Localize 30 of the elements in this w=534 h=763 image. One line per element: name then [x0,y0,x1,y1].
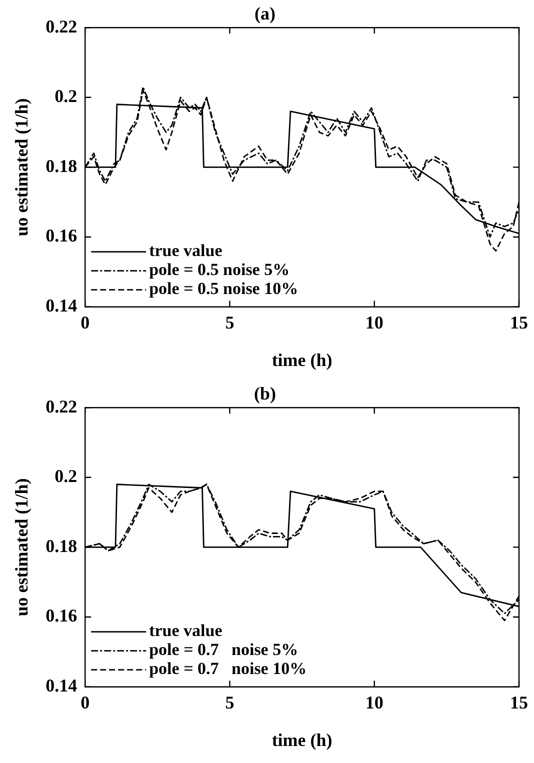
x-tick-label: 0 [80,312,90,332]
x-axis-title: time (h) [272,350,332,370]
chart-title: (b) [254,383,276,404]
y-tick-label: 0.14 [46,295,78,316]
x-tick-label: 5 [225,312,234,332]
y-tick-label: 0.2 [54,466,78,486]
y-tick-label: 0.22 [46,16,78,36]
legend-label: pole = 0.7 noise 5% [149,640,298,660]
y-tick-label: 0.14 [46,675,78,696]
y-tick-label: 0.18 [46,156,78,176]
y-tick-label: 0.16 [46,606,78,626]
legend-label: true value [149,621,223,640]
y-tick-label: 0.16 [46,226,78,246]
legend-label: pole = 0.5 noise 10% [149,279,298,298]
y-tick-label: 0.2 [54,86,78,106]
y-axis-title: uo estimated (1/h) [11,478,32,616]
x-tick-label: 15 [510,692,528,712]
legend-label: pole = 0.5 noise 5% [149,260,290,280]
x-tick-label: 10 [365,692,384,712]
legend-label: pole = 0.7 noise 10% [149,659,307,678]
x-tick-label: 10 [365,312,384,332]
x-tick-label: 0 [80,692,90,712]
y-tick-label: 0.18 [46,536,78,556]
x-tick-label: 15 [510,312,528,332]
x-tick-label: 5 [225,692,234,712]
x-axis-title: time (h) [272,730,332,750]
legend-label: true value [149,241,223,260]
y-tick-label: 0.22 [46,396,78,416]
y-axis-title: uo estimated (1/h) [11,98,32,236]
chart-title: (a) [254,3,276,24]
